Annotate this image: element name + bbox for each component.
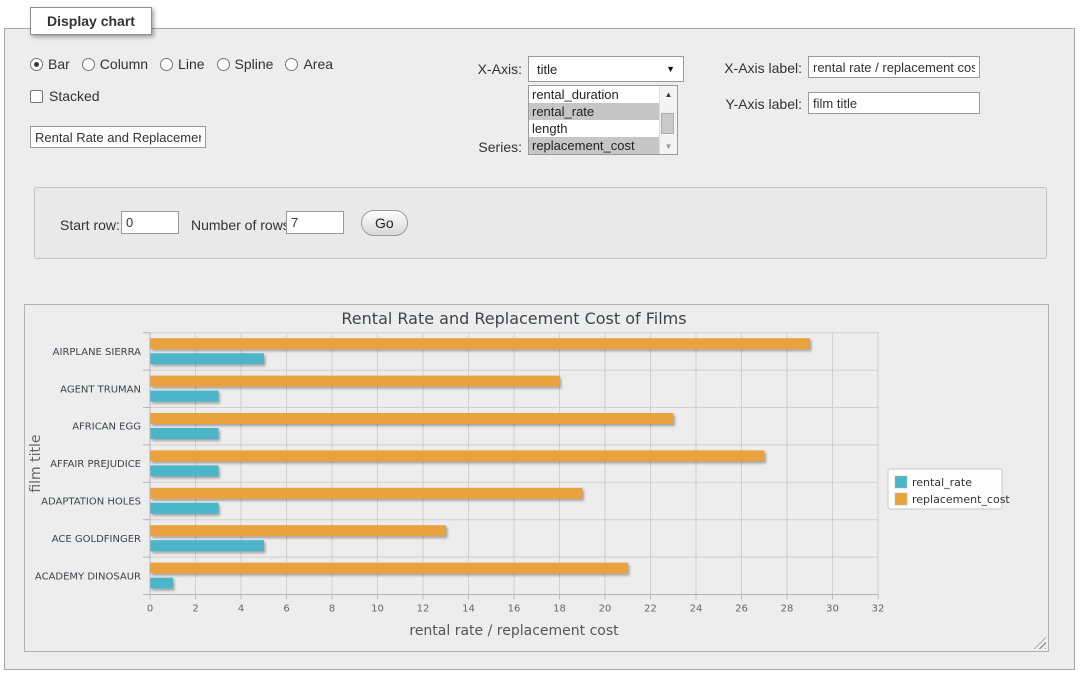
category-label: ADAPTATION HOLES [41,497,141,508]
chart-type-radio-line[interactable] [160,57,174,71]
series-option[interactable]: rental_rate [529,103,659,120]
scrollbar-down-icon[interactable]: ▼ [664,141,673,151]
scrollbar-up-icon[interactable]: ▲ [664,89,673,99]
bar [150,502,219,514]
category-label: AFRICAN EGG [72,422,141,433]
chart-type-radio-group: Bar Column Line Spline Area [30,56,333,72]
x-axis-select[interactable]: title ▼ [528,56,684,82]
chart-type-radio-bar[interactable] [30,57,43,71]
series-option[interactable]: length [532,121,568,136]
legend-swatch [894,475,908,489]
svg-text:8: 8 [329,604,335,615]
legend-label: rental_rate [912,476,972,489]
bar [150,338,810,350]
series-scrollbar[interactable]: ▲ ▼ [659,86,677,154]
bar [150,465,219,477]
bar [150,562,628,574]
bar [150,487,583,499]
stacked-label: Stacked [49,88,100,104]
chart-type-label-bar: Bar [48,56,70,72]
chart-title-input[interactable] [30,126,206,148]
chart-type-label-area: Area [303,56,334,72]
bar [150,428,219,439]
legend-label: replacement_cost [912,493,1010,506]
number-of-rows-label: Number of rows: [191,217,294,233]
go-button[interactable]: Go [361,210,408,236]
svg-text:22: 22 [644,604,657,615]
svg-text:32: 32 [872,604,885,615]
bar [150,577,173,589]
chart-type-radio-column[interactable] [81,57,95,71]
x-axis-select-label: X-Axis: [477,61,522,77]
series-listbox-options: rental_duration rental_rate length replacem… [529,86,659,154]
series-listbox[interactable]: rental_duration rental_rate length replacem… [528,85,678,155]
chart-type-radio-spline[interactable] [216,57,230,71]
chart-type-label-spline: Spline [234,56,274,72]
chart-type-label-line: Line [178,56,205,72]
series-option[interactable]: rental_duration [532,87,619,102]
start-row-input[interactable] [121,211,179,234]
bar [150,525,446,537]
bar [150,390,219,402]
svg-text:14: 14 [462,604,475,615]
number-of-rows-input[interactable] [286,211,344,234]
y-axis-label-field-label: Y-Axis label: [725,96,802,112]
scrollbar-thumb[interactable] [661,113,674,134]
dropdown-arrow-icon: ▼ [666,64,675,74]
category-label: ACE GOLDFINGER [52,534,141,545]
chart-title: Rental Rate and Replacement Cost of Film… [341,309,686,328]
svg-text:18: 18 [553,604,566,615]
category-label: AFFAIR PREJUDICE [50,459,141,470]
x-axis-selected-value: title [537,61,558,77]
x-axis-title: rental rate / replacement cost [409,623,619,639]
category-label: AIRPLANE SIERRA [53,347,141,358]
y-axis-label-input[interactable] [808,92,980,114]
legend-swatch [894,492,908,506]
svg-text:28: 28 [781,604,794,615]
chart-container: 0 2 4 6 8 10 12 14 16 18 20 22 24 26 28 30 32 AIRPLANE SI… [24,304,1049,652]
bar [150,413,674,424]
svg-text:2: 2 [192,604,198,615]
series-option[interactable]: replacement_cost [529,137,659,154]
svg-text:10: 10 [371,604,384,615]
bar [150,540,264,552]
svg-text:20: 20 [599,604,612,615]
svg-text:26: 26 [735,604,748,615]
display-chart-legend: Display chart [30,7,152,35]
svg-text:24: 24 [690,604,703,615]
x-axis-label-input[interactable] [808,56,980,78]
svg-text:6: 6 [283,604,289,615]
chart-type-radio-area[interactable] [285,57,299,71]
bar [150,375,560,387]
chart-type-label-column: Column [99,56,149,72]
svg-text:12: 12 [417,604,430,615]
y-axis-title: film title [28,435,44,493]
x-axis-label-field-label: X-Axis label: [724,60,802,76]
chart-legend: rental_rate replacement_cost [887,468,1010,510]
svg-text:16: 16 [508,604,521,615]
category-label: AGENT TRUMAN [60,384,141,395]
rows-panel [34,187,1047,259]
category-label: ACADEMY DINOSAUR [35,571,141,582]
stacked-checkbox[interactable] [30,89,43,103]
svg-text:4: 4 [238,604,244,615]
svg-text:0: 0 [147,604,153,615]
start-row-label: Start row: [60,217,120,233]
series-label: Series: [478,139,522,155]
bar [150,353,264,365]
svg-text:30: 30 [826,604,839,615]
bar [150,450,765,462]
stacked-row: Stacked [30,88,100,104]
